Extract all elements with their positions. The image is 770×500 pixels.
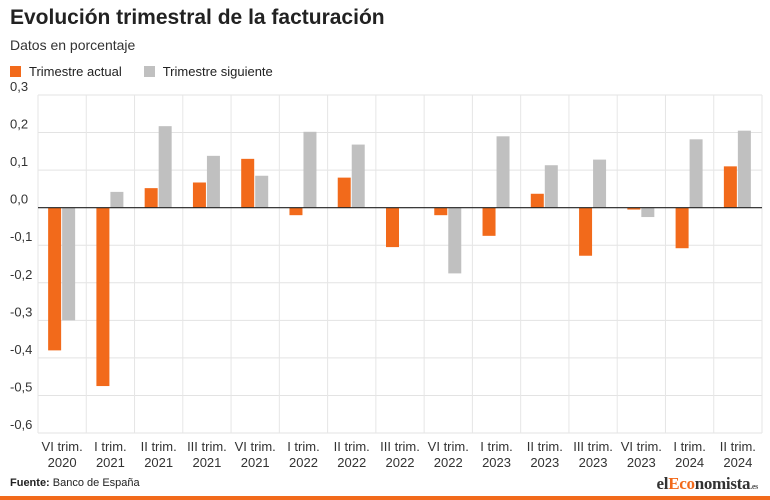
x-tick-label-quarter: II trim.: [334, 439, 370, 454]
x-tick-label-quarter: I trim.: [287, 439, 320, 454]
bar-current: [289, 207, 303, 216]
page-title: Evolución trimestral de la facturación: [10, 6, 385, 29]
brand-accent: Eco: [668, 474, 695, 493]
page-subtitle: Datos en porcentaje: [10, 37, 136, 53]
bar-next: [351, 144, 365, 208]
bar-next: [206, 155, 220, 208]
x-tick-label-year: 2022: [289, 455, 318, 470]
brand-post: nomista: [694, 474, 751, 493]
x-tick-label-year: 2023: [530, 455, 559, 470]
legend-label-next: Trimestre siguiente: [162, 64, 273, 79]
source-label: Fuente:: [10, 477, 50, 489]
bar-next: [593, 159, 607, 208]
x-tick-label-quarter: II trim.: [527, 439, 563, 454]
bar-current: [48, 207, 62, 351]
x-tick-label-quarter: III trim.: [573, 439, 613, 454]
y-tick-label: 0,3: [10, 79, 28, 94]
bar-next: [641, 207, 655, 218]
x-tick-label-quarter: VI trim.: [621, 439, 662, 454]
bar-current: [675, 207, 689, 249]
bar-next: [496, 136, 510, 208]
bar-current: [434, 207, 448, 216]
bar-current: [482, 207, 496, 236]
legend-item-next: Trimestre siguiente: [143, 64, 273, 79]
bar-next: [110, 191, 124, 208]
legend-swatch-current: [10, 66, 21, 77]
x-tick-label-year: 2023: [579, 455, 608, 470]
y-tick-label: 0,2: [10, 117, 28, 132]
bar-current: [192, 182, 206, 208]
x-tick-label-quarter: VI trim.: [428, 439, 469, 454]
bar-current: [723, 166, 737, 208]
x-tick-label-year: 2021: [192, 455, 221, 470]
y-tick-label: 0,0: [10, 192, 28, 207]
x-tick-label-quarter: I trim.: [480, 439, 513, 454]
x-tick-label-year: 2021: [96, 455, 125, 470]
x-tick-label-year: 2021: [241, 455, 270, 470]
x-tick-label-quarter: II trim.: [720, 439, 756, 454]
source-note: Fuente: Banco de España: [10, 477, 140, 489]
x-tick-label-year: 2021: [144, 455, 173, 470]
bar-next: [689, 139, 703, 208]
chart-legend: Trimestre actual Trimestre siguiente: [10, 64, 295, 79]
x-tick-label-year: 2022: [337, 455, 366, 470]
y-tick-label: -0,1: [10, 229, 32, 244]
bar-current: [241, 158, 255, 208]
x-tick-label-year: 2023: [482, 455, 511, 470]
bar-current: [579, 207, 593, 256]
x-tick-label-year: 2020: [48, 455, 77, 470]
legend-label-current: Trimestre actual: [29, 64, 122, 79]
y-tick-label: -0,2: [10, 267, 32, 282]
x-tick-label-year: 2023: [627, 455, 656, 470]
legend-swatch-next: [143, 66, 155, 77]
x-tick-label-year: 2022: [386, 455, 415, 470]
bar-current: [96, 207, 110, 387]
x-tick-label-year: 2022: [434, 455, 463, 470]
bar-next: [255, 175, 269, 208]
bar-next: [448, 207, 462, 274]
y-tick-label: -0,3: [10, 304, 32, 319]
bar-current: [337, 177, 351, 208]
brand-pre: el: [656, 474, 669, 493]
bar-next: [62, 207, 76, 321]
x-tick-label-year: 2024: [723, 455, 752, 470]
y-tick-label: -0,4: [10, 342, 32, 357]
source-text: Banco de España: [52, 477, 140, 489]
bar-next: [544, 165, 558, 208]
x-tick-label-quarter: II trim.: [141, 439, 177, 454]
x-tick-label-quarter: VI trim.: [235, 439, 276, 454]
bar-current: [530, 193, 544, 208]
x-tick-label-quarter: III trim.: [380, 439, 420, 454]
x-tick-label-quarter: I trim.: [673, 439, 706, 454]
bar-current: [627, 207, 641, 210]
x-tick-label-quarter: VI trim.: [42, 439, 83, 454]
y-tick-label: 0,1: [10, 154, 28, 169]
bar-next: [303, 131, 317, 208]
x-tick-label-quarter: I trim.: [94, 439, 127, 454]
y-tick-label: -0,5: [10, 379, 32, 394]
bottom-accent-rule: [0, 496, 770, 500]
y-tick-label: -0,6: [10, 417, 32, 432]
bar-current: [386, 207, 399, 248]
bar-current: [144, 188, 158, 208]
brand-logo: elEconomista.es: [656, 474, 759, 494]
x-tick-label-quarter: III trim.: [187, 439, 227, 454]
x-tick-label-year: 2024: [675, 455, 704, 470]
bar-next: [158, 126, 172, 208]
bar-next: [737, 130, 751, 208]
brand-domain: .es: [750, 482, 758, 491]
legend-item-current: Trimestre actual: [10, 64, 122, 79]
